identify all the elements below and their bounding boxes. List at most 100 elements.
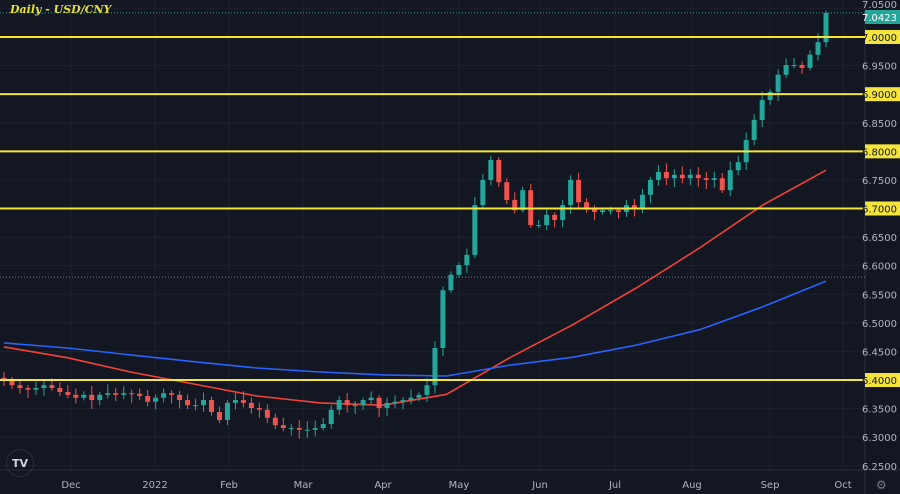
candle [703,172,709,190]
time-tick-label: Dec [61,480,80,491]
candle-body [73,394,79,398]
candle-body [248,402,254,409]
candle-body [288,428,294,430]
tradingview-logo[interactable]: TV [6,449,34,477]
candle [512,192,518,214]
candle-body [9,380,15,386]
price-tick-label: 6.7500 [862,176,897,187]
candle [791,58,797,69]
price-tick-label: 6.6000 [862,262,897,273]
candle [552,212,558,228]
candle [33,381,39,395]
candle [456,262,462,278]
candle [448,271,454,293]
candle-body [145,396,151,402]
candle [807,50,813,71]
candle-body [472,205,478,255]
level-label: 7.0000 [862,33,897,44]
candle-body [584,202,590,208]
candle-body [89,394,95,401]
candle [488,155,494,186]
candle-body [177,394,183,401]
candle [560,199,566,228]
candle-body [488,159,494,180]
candle [823,10,829,48]
candle-body [201,400,207,406]
candle-body [663,171,669,179]
time-tick-label: Aug [682,480,702,491]
candle-body [360,400,366,406]
candle-body [536,225,542,227]
candle [687,169,693,186]
candle-body [799,65,805,68]
candle [280,417,286,432]
candle-body [456,265,462,275]
level-label-bg [865,144,900,159]
candle-body [272,417,278,426]
candle-body [208,400,214,413]
candle [129,389,135,403]
candle-body [719,178,725,191]
candle-body [448,274,454,291]
candle [25,385,31,399]
candle-body [113,393,119,395]
candle [767,89,773,105]
candle-body [344,400,350,406]
candle [57,382,63,396]
price-tick-label: 6.2500 [862,462,897,473]
candle [248,397,254,414]
candle-body [544,214,550,226]
candle [344,393,350,413]
candle [655,165,661,186]
candle-body [775,74,781,92]
candle-body [185,400,191,406]
candle [304,421,310,438]
candle [161,388,167,403]
candle-body [424,385,430,395]
candle [544,209,550,231]
candle-body [687,174,693,179]
candle-body [97,394,103,401]
candle-body [440,290,446,349]
moving-average-blue [3,280,827,377]
candle [264,404,270,424]
candle-body [81,394,87,398]
candle [392,395,398,409]
candle [177,390,183,409]
candle [576,172,582,209]
candle-body [17,385,23,389]
candle [9,376,15,390]
candle-body [631,205,637,208]
level-label: 6.7000 [862,205,897,216]
candle [671,169,677,188]
candle-body [240,400,246,403]
candle-body [161,393,167,398]
candle-body [416,394,422,398]
candle-body [408,397,414,401]
candle-body [711,178,717,180]
candle [113,388,119,401]
candle [727,161,733,197]
candle [592,205,598,221]
candle-body [352,405,358,407]
level-label: 6.8000 [862,147,897,158]
candle [256,402,262,418]
candle-body [464,254,470,266]
candle-body [216,412,222,421]
candle [312,420,318,437]
candle-body [392,401,398,403]
candle [376,394,382,418]
time-tick-label: Jul [608,480,621,491]
candle [272,413,278,430]
candle [472,197,478,259]
last-price-label: 7.0423 [862,13,897,24]
candle-body [512,199,518,211]
gear-icon[interactable]: ⚙ [876,478,887,492]
candle-body [312,428,318,430]
candle [679,166,685,184]
candle [504,178,510,205]
candle-body [432,348,438,386]
candle-body [639,194,645,208]
candle [208,396,214,416]
